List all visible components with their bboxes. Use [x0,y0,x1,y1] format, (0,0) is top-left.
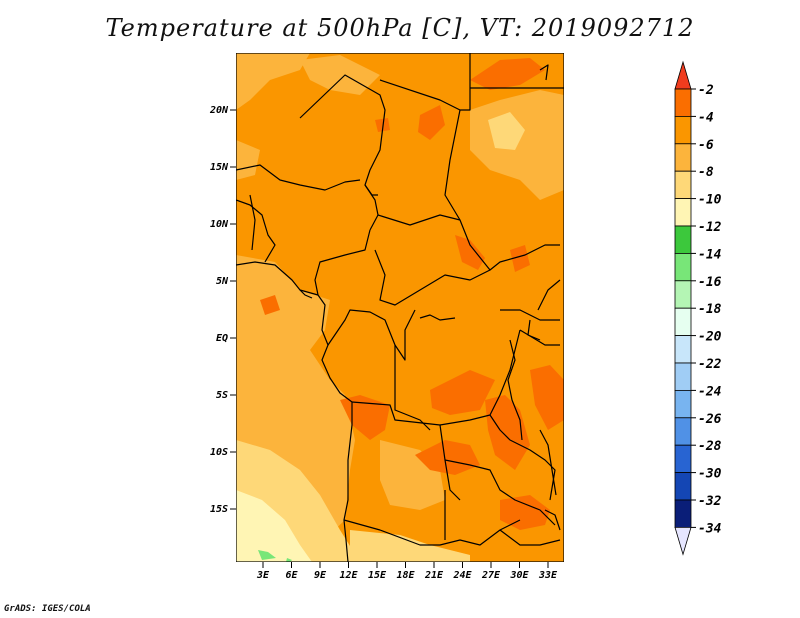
colorbar-box [674,143,692,172]
colorbar-label: -4 [698,110,714,125]
colorbar-box [674,362,692,391]
lon-label: 30E [509,570,529,581]
colorbar-label: -16 [698,275,722,290]
colorbar-bottom-arrow [674,527,692,556]
colorbar-label: -12 [698,220,722,235]
colorbar-label: -8 [698,165,714,180]
colorbar-label: -28 [698,439,722,454]
colorbar-box [674,472,692,501]
colorbar-box [674,417,692,446]
lon-label: 9E [314,570,327,581]
colorbar-label: -34 [698,521,722,536]
lon-label: 6E [285,570,298,581]
lon-label: 12E [339,570,358,581]
colorbar-label: -6 [698,138,714,153]
colorbar: -2 -4 -6 -8 -10 -12 -14 -16 -18 -20 -22 -24 -26 -28 -3… [674,60,722,556]
colorbar-label: -30 [698,467,722,482]
country-borders [236,53,564,562]
colorbar-box [674,280,692,309]
lat-label: 10N [210,219,229,230]
colorbar-box [674,499,692,528]
lon-label: 24E [452,570,472,581]
colorbar-box [674,307,692,337]
colorbar-box [674,116,692,145]
longitude-axis: 3E 6E 9E 12E 15E 18E 21E 24E 27E 30E 33E [256,562,558,581]
lat-label: 20N [209,105,229,116]
lat-label: 5S [216,390,228,401]
chart-title: Temperature at 500hPa [C], VT: 201909271… [105,14,695,42]
lon-label: 15E [368,570,387,581]
colorbar-box [674,389,692,419]
temp-band-14-12 [258,550,292,562]
colorbar-label: -18 [698,302,722,317]
temp-band-12-10 [236,490,312,562]
colorbar-box [674,252,692,282]
colorbar-label: -24 [698,384,722,399]
colorbar-label: -20 [698,330,722,345]
grads-credit: GrADS: IGES/COLA [4,604,91,614]
lat-label: EQ [216,333,228,344]
colorbar-box [674,225,692,254]
lon-label: 18E [396,570,415,581]
lon-label: 3E [256,570,270,581]
colorbar-label: -2 [698,83,714,98]
lat-label: 10S [210,447,228,458]
colorbar-label: -14 [698,247,722,262]
colorbar-box [674,444,692,474]
colorbar-box [674,88,692,117]
colorbar-label: -10 [698,193,722,208]
colorbar-top-arrow [674,60,692,90]
colorbar-box [674,198,692,227]
colorbar-label: -26 [698,412,722,427]
lon-label: 21E [424,570,444,581]
lat-label: 5N [216,276,229,287]
lon-label: 33E [538,570,558,581]
map-area [236,53,564,562]
colorbar-box [674,335,692,364]
colorbar-label: -32 [698,494,722,509]
colorbar-box [674,170,692,199]
lat-label: 15N [210,162,229,173]
lon-label: 27E [481,570,501,581]
colorbar-label: -22 [698,357,722,372]
lat-label: 15S [210,504,228,515]
latitude-axis: 20N 15N 10N 5N EQ 5S 10S 15S [209,105,236,515]
